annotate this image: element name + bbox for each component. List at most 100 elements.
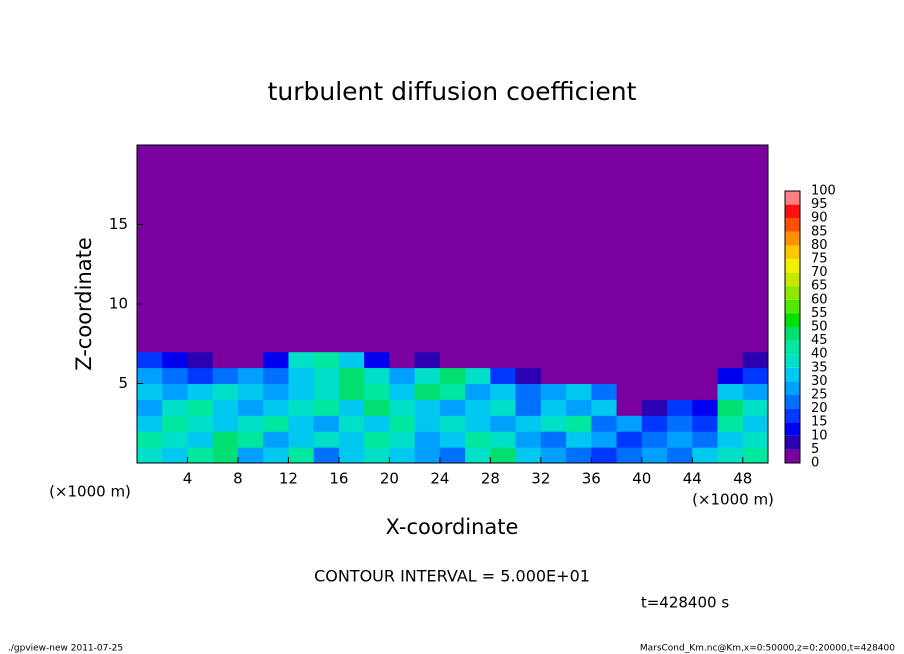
heat-cell [414,351,441,369]
colorbar-label: 40 [811,347,828,362]
colorbar-swatch [785,299,800,314]
heat-cell [237,415,264,432]
heat-cell [364,447,390,464]
heat-cell [187,335,214,353]
heat-cell [338,447,365,464]
heat-cell [364,351,390,369]
colorbar-label: 10 [811,428,828,443]
heat-cell [515,351,542,369]
heat-cell [641,447,668,464]
heat-cell [717,383,744,400]
heat-cell [616,447,643,464]
heat-cell [137,351,163,369]
heat-cell [540,367,567,384]
heat-cell [667,335,693,353]
heat-cell [465,367,491,384]
heat-cell [742,447,769,464]
heat-cell [490,431,517,448]
heat-cell [465,351,491,369]
heat-cell [742,383,769,400]
heat-cell [742,431,769,448]
heat-cell [566,415,592,432]
heat-cell [566,447,592,464]
x-tick-label: 36 [582,470,601,488]
x-tick-label: 8 [233,470,243,488]
colorbar-frame [784,190,801,464]
colorbar-label: 60 [811,292,828,307]
heat-cell [515,447,542,464]
heat-cell [616,383,643,400]
heat-cell [414,415,441,432]
heat-cell [616,399,643,416]
heat-cell [237,351,264,369]
heat-cell [212,447,239,464]
heat-cell [263,447,289,464]
heat-cell [263,415,289,432]
y-axis-label: Z-coordinate [72,237,96,371]
x-tick-label: 40 [632,470,651,488]
heat-cell [162,399,188,416]
heat-cell [566,383,592,400]
x-tick-label: 32 [531,470,550,488]
heat-cell [212,335,239,353]
y-tick-label: 10 [109,295,128,313]
heat-cell [414,447,441,464]
heat-cell [667,431,693,448]
heat-cell [313,447,340,464]
heat-cell [465,431,491,448]
heat-cell [490,367,517,384]
heat-cell [439,383,466,400]
heat-cell [237,431,264,448]
heat-cell [566,351,592,369]
heat-cell [263,335,289,353]
heat-cell [439,431,466,448]
heat-cell [641,415,668,432]
heat-cell [490,399,517,416]
heat-cell [288,351,315,369]
heat-cell [439,351,466,369]
heat-cell [263,399,289,416]
colorbar-swatch [785,449,800,463]
x-tick-label: 12 [279,470,298,488]
colorbar-swatch [785,272,800,287]
heat-cell [692,447,719,464]
heat-cell [313,367,340,384]
colorbar-label: 0 [811,456,819,471]
x-axis-label: X-coordinate [386,515,519,539]
heat-cell [389,415,416,432]
colorbar-swatch [785,313,800,327]
colorbar-label: 100 [811,184,836,199]
heat-cell [591,367,618,384]
heat-cell [717,447,744,464]
x-tick-label: 4 [183,470,193,488]
heat-cell [566,367,592,384]
heat-cell [667,399,693,416]
heat-cell [364,399,390,416]
colorbar-swatch [785,327,800,341]
heat-cell [515,399,542,416]
heat-cell [364,383,390,400]
heat-cell [616,415,643,432]
heat-cell [137,415,163,432]
heat-cell [338,431,365,448]
heat-cell [667,383,693,400]
heat-cell [490,415,517,432]
heat-cell [515,335,542,353]
heat-cell [717,399,744,416]
heat-cell [187,431,214,448]
heat-cell [237,383,264,400]
x-tick-label: 24 [430,470,449,488]
heat-cell [338,367,365,384]
colorbar-swatch [785,231,800,246]
colorbar-swatch [785,435,800,450]
colorbar-swatch [785,354,800,368]
heat-cell [540,383,567,400]
colorbar-label: 5 [811,442,819,457]
heat-cell [389,367,416,384]
x-unit: (×1000 m) [692,491,774,509]
heat-cell [414,431,441,448]
heat-cell [717,415,744,432]
heat-cell [641,367,668,384]
colorbar-swatch [785,395,800,409]
